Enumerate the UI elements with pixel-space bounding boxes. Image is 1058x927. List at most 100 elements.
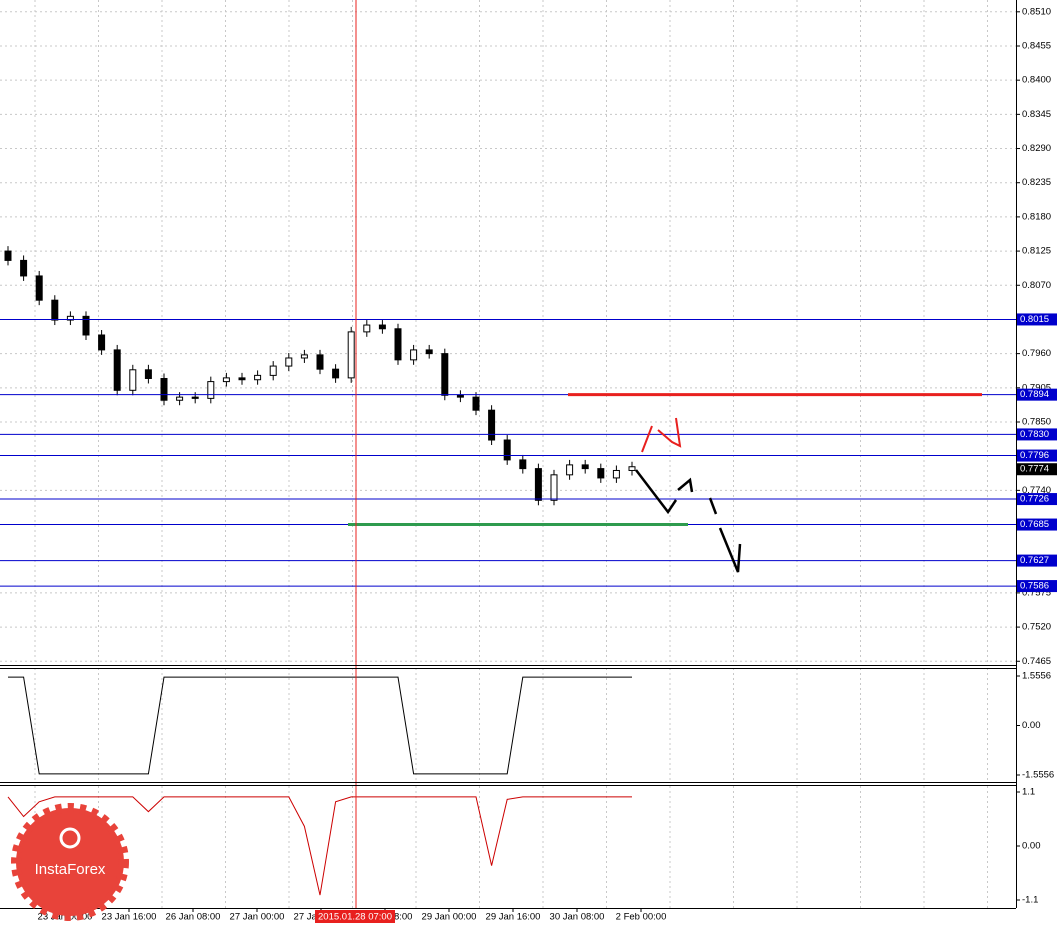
candle-body: [597, 468, 605, 479]
candle-body: [300, 354, 308, 359]
indicator-line: [7, 796, 632, 896]
candle-body: [456, 394, 464, 398]
candle-body: [550, 474, 558, 501]
candle-body: [176, 396, 184, 401]
level-label: 0.7685: [1020, 519, 1049, 530]
level-label-bg: [1017, 313, 1057, 326]
forecast-path: [708, 497, 718, 515]
drawings: [355, 0, 742, 908]
candle-body: [612, 469, 620, 479]
logo: InstaForex: [11, 803, 129, 921]
forecast-path: [677, 477, 694, 493]
level-label: 0.7894: [1020, 389, 1049, 400]
crosshair-label: 2015.01.28 07:00: [318, 912, 392, 923]
candle-body: [410, 349, 418, 361]
watermark: InstaForex: [35, 861, 106, 878]
candle-body: [254, 374, 262, 381]
y-tick-label: 0.00: [1022, 720, 1041, 731]
candle-body: [82, 315, 90, 336]
y-tick-label: -1.5556: [1022, 770, 1054, 781]
y-tick-label: 0.7465: [1022, 656, 1051, 667]
candle-body: [144, 369, 152, 379]
candle-body: [160, 377, 168, 401]
x-tick-label: 23 Jan 16:00: [102, 912, 157, 923]
axis: 0.8510 0.8455 0.8400 0.8345 0.8290 0.8235 0.81…: [38, 6, 1057, 923]
forecast-path: [718, 527, 742, 573]
x-tick-label: 26 Jan 08:00: [166, 912, 221, 923]
y-tick-label: 0.7740: [1022, 485, 1051, 496]
level-label: 0.8015: [1020, 314, 1049, 325]
y-tick-label: 0.00: [1022, 841, 1041, 852]
y-tick-label: 0.8510: [1022, 6, 1051, 17]
level-label-bg: [1017, 428, 1057, 441]
candle-body: [425, 349, 433, 355]
frame: [0, 0, 1017, 909]
y-tick-label: 1.5556: [1022, 671, 1051, 682]
y-tick-label: 0.8400: [1022, 75, 1051, 86]
candle-body: [519, 459, 527, 470]
level-label: 0.7830: [1020, 429, 1049, 440]
y-tick-label: 0.8070: [1022, 280, 1051, 291]
logo-badge: [11, 803, 129, 921]
candle-body: [488, 409, 496, 441]
forecast-arrow: [641, 425, 653, 453]
candle-body: [4, 250, 12, 261]
candle-body: [191, 396, 199, 399]
x-tick-label: 29 Jan 00:00: [422, 912, 477, 923]
candle-body: [363, 324, 371, 333]
y-tick-label: 0.8345: [1022, 109, 1051, 120]
candle-body: [238, 377, 246, 381]
candle-body: [628, 466, 636, 471]
y-tick-label: 0.7905: [1022, 382, 1051, 393]
candle-body: [113, 349, 121, 391]
marks: [0, 246, 1016, 896]
candle-body: [20, 259, 28, 277]
level-label-bg: [1017, 554, 1057, 567]
y-tick-label: 0.8235: [1022, 177, 1051, 188]
y-tick-label: 0.7520: [1022, 622, 1051, 633]
candle-body: [332, 368, 340, 379]
candle-body: [316, 354, 324, 370]
candle-body: [98, 334, 106, 351]
y-tick-label: 0.7575: [1022, 587, 1051, 598]
level-label-bg: [1017, 518, 1057, 531]
y-tick-label: 0.8180: [1022, 211, 1051, 222]
level-label: 0.7627: [1020, 555, 1049, 566]
candle-body: [378, 324, 386, 330]
x-tick-label: 27 Jan 00:00: [230, 912, 285, 923]
y-tick-label: 0.8290: [1022, 143, 1051, 154]
level-label-bg: [1017, 580, 1057, 593]
candle-body: [581, 464, 589, 470]
y-tick-label: 1.1: [1022, 787, 1035, 798]
level-label-bg: [1017, 449, 1057, 462]
level-label: 0.7726: [1020, 494, 1049, 505]
candle-body: [207, 381, 215, 399]
candle-body: [269, 365, 277, 376]
candle-body: [35, 275, 43, 301]
candle-body: [472, 396, 480, 411]
candle-body: [66, 315, 74, 321]
candle-body: [441, 353, 449, 396]
forecast-path: [635, 469, 678, 515]
y-tick-label: -1.1: [1022, 895, 1038, 906]
y-tick-label: 0.7850: [1022, 417, 1051, 428]
x-tick-label: 30 Jan 08:00: [550, 912, 605, 923]
candle-body: [503, 439, 511, 461]
level-label-bg: [1017, 493, 1057, 506]
level-label-bg: [1017, 388, 1057, 401]
grid: [0, 0, 1016, 908]
y-tick-label: 0.7960: [1022, 348, 1051, 359]
current-price-label: 0.7774: [1020, 464, 1049, 475]
indicator-line: [8, 676, 632, 775]
x-tick-label: 2 Feb 00:00: [616, 912, 667, 923]
candle-body: [534, 468, 542, 501]
crosshair-label-bg: [315, 910, 395, 923]
candle-body: [129, 369, 137, 391]
logo-icon: [59, 827, 81, 849]
y-tick-label: 0.8455: [1022, 41, 1051, 52]
candle-body: [347, 331, 355, 379]
